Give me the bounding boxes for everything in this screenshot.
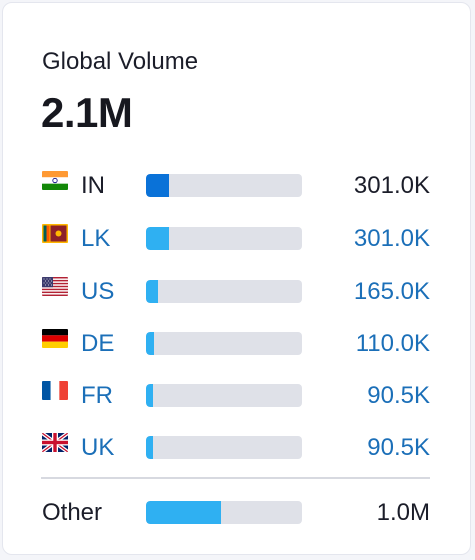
uk-flag-icon xyxy=(42,433,68,452)
volume-bar-us xyxy=(146,280,302,303)
other-volume: 1.0M xyxy=(376,499,430,526)
country-row-fr[interactable]: FR 90.5K xyxy=(3,375,472,415)
country-row-us[interactable]: US 165.0K xyxy=(3,271,472,311)
volume-bar-in xyxy=(146,174,302,197)
country-code-fr[interactable]: FR xyxy=(81,382,113,409)
country-row-in: IN 301.0K xyxy=(3,165,472,205)
country-volume-uk[interactable]: 90.5K xyxy=(367,434,430,461)
country-row-uk[interactable]: UK 90.5K xyxy=(3,427,472,467)
other-row: Other 1.0M xyxy=(3,492,472,532)
volume-bar-lk xyxy=(146,227,302,250)
country-code-de[interactable]: DE xyxy=(81,330,115,357)
volume-bar-fill-lk xyxy=(146,227,169,250)
country-code-lk[interactable]: LK xyxy=(81,225,111,252)
volume-bar-fill-us xyxy=(146,280,159,303)
country-code-us[interactable]: US xyxy=(81,278,115,305)
country-volume-in: 301.0K xyxy=(353,172,430,199)
germany-flag-icon xyxy=(42,329,68,348)
volume-bar-other xyxy=(146,501,302,524)
country-volume-us[interactable]: 165.0K xyxy=(353,278,430,305)
country-row-lk[interactable]: LK 301.0K xyxy=(3,218,472,258)
volume-bar-uk xyxy=(146,436,302,459)
country-volume-fr[interactable]: 90.5K xyxy=(367,382,430,409)
volume-bar-de xyxy=(146,332,302,355)
volume-bar-fill-other xyxy=(146,501,221,524)
volume-bar-fill-de xyxy=(146,332,155,355)
country-code-uk[interactable]: UK xyxy=(81,434,115,461)
sri-lanka-flag-icon xyxy=(42,224,68,243)
volume-bar-fill-fr xyxy=(146,384,153,407)
volume-bar-fr xyxy=(146,384,302,407)
global-volume-card: Global Volume 2.1M IN 301.0K LK 301.0K U… xyxy=(2,2,471,555)
divider xyxy=(41,477,430,479)
widget-title: Global Volume xyxy=(42,48,199,75)
country-volume-de[interactable]: 110.0K xyxy=(355,330,430,357)
other-label: Other xyxy=(42,499,103,526)
global-volume-total: 2.1M xyxy=(41,89,133,136)
volume-bar-fill-uk xyxy=(146,436,153,459)
country-row-de[interactable]: DE 110.0K xyxy=(3,323,472,363)
usa-flag-icon xyxy=(42,277,68,296)
country-code-in: IN xyxy=(81,172,105,199)
country-volume-lk[interactable]: 301.0K xyxy=(353,225,430,252)
volume-bar-fill-in xyxy=(146,174,169,197)
india-flag-icon xyxy=(42,171,68,190)
france-flag-icon xyxy=(42,381,68,400)
